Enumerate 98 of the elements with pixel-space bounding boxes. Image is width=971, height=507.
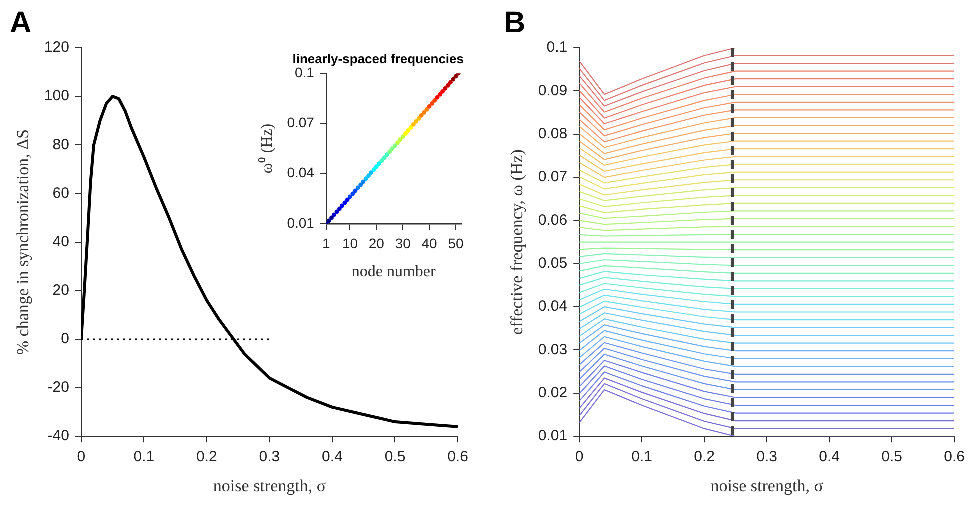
y-tick-label: 0 xyxy=(61,330,70,348)
x-tick-label: 1 xyxy=(322,235,331,252)
chart-title: A xyxy=(10,6,32,40)
y-tick-label: 0.1 xyxy=(294,64,315,80)
point xyxy=(337,206,342,212)
point xyxy=(424,107,430,112)
y-axis-title: ω⁰ (Hz) xyxy=(258,124,276,174)
point xyxy=(340,204,345,208)
y-axis-title: % change in synchronization, ΔS xyxy=(14,129,33,356)
point xyxy=(419,114,424,118)
point xyxy=(443,86,448,91)
point xyxy=(377,162,382,166)
y-tick-label: 0.04 xyxy=(287,164,315,181)
point xyxy=(382,156,387,160)
x-tick-label: 0 xyxy=(77,448,86,466)
point xyxy=(374,164,379,170)
point xyxy=(411,122,416,127)
x-tick-label: 0.4 xyxy=(322,448,343,466)
x-tick-label: 50 xyxy=(448,235,464,252)
x-tick-label: 30 xyxy=(395,235,412,252)
point xyxy=(446,83,450,88)
point xyxy=(404,132,408,136)
point xyxy=(392,144,398,148)
point xyxy=(385,152,390,158)
x-tick-label: 0.5 xyxy=(384,448,406,466)
point xyxy=(414,120,419,124)
y-tick-label: 0.06 xyxy=(538,212,568,229)
point xyxy=(440,89,445,94)
point xyxy=(438,92,442,97)
x-tick-label: 0.2 xyxy=(694,448,716,466)
y-tick-label: 120 xyxy=(44,39,70,56)
x-tick-label: 0.3 xyxy=(756,448,778,466)
y-tick-label: -40 xyxy=(48,428,70,445)
x-tick-label: 0.5 xyxy=(882,448,903,466)
y-tick-label: 0.02 xyxy=(538,384,568,402)
x-tick-label: 40 xyxy=(422,235,438,252)
point xyxy=(435,95,440,100)
point xyxy=(451,77,456,82)
point xyxy=(398,138,403,142)
point xyxy=(390,146,395,151)
y-tick-label: 80 xyxy=(52,136,70,154)
point xyxy=(408,126,414,130)
x-tick-label: 0.4 xyxy=(819,448,840,466)
point xyxy=(406,128,411,133)
point xyxy=(388,150,392,154)
point xyxy=(345,198,350,202)
y-tick-label: 0.01 xyxy=(287,214,315,231)
x-tick-label: 0.3 xyxy=(259,448,280,466)
x-axis-title: node number xyxy=(352,264,437,281)
y-tick-label: 60 xyxy=(52,184,70,202)
point xyxy=(432,98,438,103)
chart-title: B xyxy=(504,6,526,40)
x-tick-label: 10 xyxy=(342,235,358,252)
point xyxy=(330,216,334,220)
x-tick-label: 0.6 xyxy=(448,448,468,466)
point xyxy=(396,140,400,145)
point xyxy=(361,180,366,184)
chart-title: linearly-spaced frequencies xyxy=(292,51,464,66)
point xyxy=(348,194,352,200)
point xyxy=(427,104,432,109)
y-axis-title: effective frequency, ω (Hz) xyxy=(508,150,527,335)
point xyxy=(334,210,340,214)
point xyxy=(350,192,356,196)
y-tick-label: 0.1 xyxy=(546,39,568,56)
point xyxy=(400,134,406,139)
x-tick-label: 0 xyxy=(575,448,584,466)
point xyxy=(366,174,371,178)
x-tick-label: 0.2 xyxy=(196,448,218,466)
point xyxy=(454,74,458,79)
point xyxy=(364,176,368,182)
point xyxy=(332,212,337,218)
point xyxy=(369,170,374,176)
point xyxy=(358,182,364,188)
y-tick-label: 0.03 xyxy=(538,341,568,358)
point xyxy=(372,168,376,172)
x-tick-label: 0.1 xyxy=(134,448,155,466)
point xyxy=(430,101,434,106)
y-tick-label: 0.07 xyxy=(287,114,315,131)
x-axis-title: noise strength, σ xyxy=(710,476,824,496)
y-tick-label: 0.08 xyxy=(538,125,568,142)
x-axis-title: noise strength, σ xyxy=(213,476,326,496)
y-tick-label: 20 xyxy=(52,282,70,300)
point xyxy=(356,186,360,190)
y-tick-label: 0.04 xyxy=(538,298,568,316)
point xyxy=(380,158,384,164)
y-tick-label: 0.09 xyxy=(538,82,568,100)
point xyxy=(448,80,453,85)
y-tick-label: -20 xyxy=(48,379,70,396)
point xyxy=(342,200,348,206)
x-tick-label: 20 xyxy=(368,235,385,252)
point xyxy=(416,116,422,121)
y-tick-label: 0.01 xyxy=(538,428,568,445)
point xyxy=(422,110,426,115)
x-tick-label: 0.6 xyxy=(944,448,966,466)
y-tick-label: 100 xyxy=(44,88,70,105)
x-tick-label: 0.1 xyxy=(632,448,653,466)
y-tick-label: 0.07 xyxy=(538,168,568,186)
y-tick-label: 0.05 xyxy=(538,255,568,272)
